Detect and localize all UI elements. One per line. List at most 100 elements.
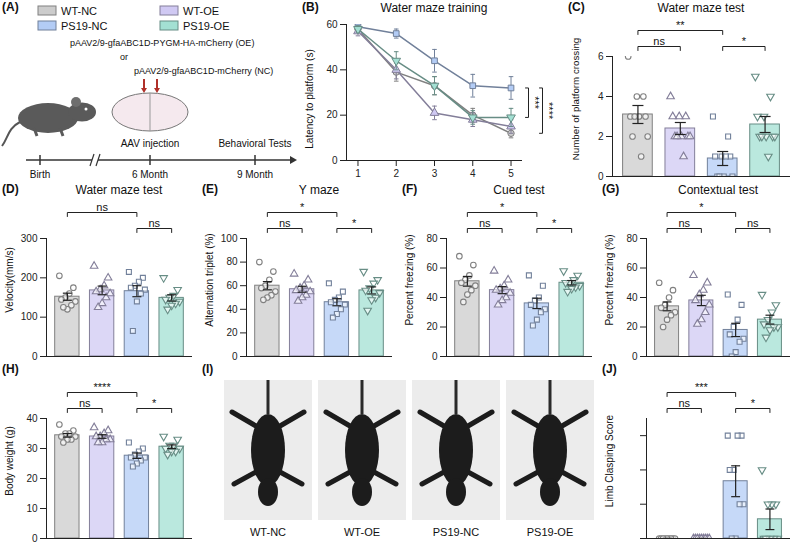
svg-text:ns: ns: [96, 201, 108, 213]
svg-text:6 Month: 6 Month: [132, 169, 168, 180]
html-text:(B): (B): [302, 0, 319, 14]
svg-text:20: 20: [426, 321, 438, 332]
svg-text:0: 0: [32, 351, 38, 362]
svg-text:20: 20: [626, 321, 638, 332]
svg-text:*: *: [751, 397, 756, 409]
svg-text:ns: ns: [678, 397, 690, 409]
html-text:(F): (F): [402, 182, 418, 196]
svg-text:100: 100: [21, 311, 38, 322]
svg-text:ns: ns: [678, 217, 690, 229]
svg-text:60: 60: [426, 262, 438, 273]
svg-text:*: *: [352, 217, 357, 229]
svg-text:40: 40: [326, 64, 338, 75]
svg-text:ns: ns: [79, 397, 91, 409]
svg-text:40: 40: [26, 413, 38, 424]
svg-text:*: *: [500, 201, 505, 213]
svg-text:pAAV2/9-gfaABC1D-mCherry (NC): pAAV2/9-gfaABC1D-mCherry (NC): [134, 66, 273, 76]
svg-text:5: 5: [508, 168, 514, 179]
svg-text:ns: ns: [653, 35, 665, 47]
html-text:(A): (A): [2, 0, 19, 14]
svg-text:0: 0: [432, 351, 438, 362]
svg-text:200: 200: [21, 272, 38, 283]
svg-text:*: *: [300, 201, 305, 213]
svg-text:****: ****: [543, 102, 555, 120]
svg-text:AAV injection: AAV injection: [121, 138, 180, 149]
svg-text:Body weight (g): Body weight (g): [4, 426, 15, 495]
svg-text:Velocity(mm/s): Velocity(mm/s): [4, 247, 15, 313]
svg-text:Behavioral Tests: Behavioral Tests: [218, 138, 291, 149]
svg-text:4: 4: [470, 168, 476, 179]
html-text:Cued test: Cued test: [493, 183, 545, 197]
html-text:(H): (H): [2, 362, 19, 376]
svg-text:Number of platform crossing: Number of platform crossing: [570, 38, 581, 160]
svg-text:ns: ns: [148, 217, 160, 229]
svg-text:****: ****: [94, 381, 112, 393]
html-text:(I): (I): [202, 362, 214, 376]
svg-text:0: 0: [32, 533, 38, 544]
svg-text:40: 40: [426, 292, 438, 303]
svg-text:2: 2: [598, 131, 604, 142]
svg-text:80: 80: [226, 256, 238, 267]
html-text:Water maze test: Water maze test: [75, 183, 163, 197]
svg-text:Latency to platform (s): Latency to platform (s): [304, 49, 315, 148]
svg-text:4: 4: [598, 91, 604, 102]
svg-text:0: 0: [598, 171, 604, 182]
svg-text:PS19-NC: PS19-NC: [433, 526, 480, 538]
svg-text:Percent freezing (%): Percent freezing (%): [604, 234, 615, 325]
svg-text:9 Month: 9 Month: [237, 169, 273, 180]
html-text:(C): (C): [568, 0, 585, 14]
html-text:(E): (E): [202, 182, 218, 196]
html-text:(J): (J): [602, 362, 617, 376]
svg-text:10: 10: [26, 503, 38, 514]
svg-text:60: 60: [226, 280, 238, 291]
svg-text:PS19-NC: PS19-NC: [61, 20, 108, 32]
svg-text:1: 1: [355, 168, 361, 179]
html-text:Water maze training: Water maze training: [380, 1, 488, 15]
svg-text:WT-OE: WT-OE: [344, 526, 380, 538]
svg-text:2: 2: [393, 168, 399, 179]
svg-text:6: 6: [598, 51, 604, 62]
svg-text:PS19-OE: PS19-OE: [527, 526, 573, 538]
svg-text:WT-NC: WT-NC: [250, 526, 286, 538]
svg-text:0: 0: [632, 351, 638, 362]
svg-text:***: ***: [529, 96, 541, 110]
svg-text:100: 100: [221, 233, 238, 244]
svg-text:30: 30: [26, 443, 38, 454]
svg-text:Alternation triplet (%): Alternation triplet (%): [204, 233, 215, 326]
svg-text:0: 0: [332, 155, 338, 166]
svg-text:*: *: [699, 201, 704, 213]
svg-text:40: 40: [626, 292, 638, 303]
svg-text:0: 0: [232, 351, 238, 362]
svg-text:Limb Clasping Score: Limb Clasping Score: [604, 414, 615, 507]
svg-text:*: *: [742, 35, 747, 47]
svg-text:60: 60: [626, 262, 638, 273]
svg-text:ns: ns: [479, 217, 491, 229]
svg-text:WT-NC: WT-NC: [61, 5, 97, 17]
html-text:Contextual test: Contextual test: [678, 183, 758, 197]
svg-text:**: **: [676, 19, 685, 31]
svg-text:20: 20: [226, 327, 238, 338]
svg-text:WT-OE: WT-OE: [183, 5, 219, 17]
svg-text:20: 20: [326, 109, 338, 120]
svg-text:Percent freezing (%): Percent freezing (%): [404, 234, 415, 325]
svg-text:300: 300: [21, 233, 38, 244]
svg-text:pAAV2/9-gfaABC1D-PYGM-HA-mCher: pAAV2/9-gfaABC1D-PYGM-HA-mCherry (OE): [70, 38, 254, 48]
svg-text:80: 80: [426, 233, 438, 244]
html-text:(G): (G): [602, 182, 620, 196]
html-text:(D): (D): [2, 182, 19, 196]
svg-text:40: 40: [226, 304, 238, 315]
svg-text:80: 80: [626, 233, 638, 244]
svg-text:ns: ns: [279, 217, 291, 229]
svg-text:***: ***: [695, 381, 709, 393]
svg-text:Birth: Birth: [30, 169, 51, 180]
svg-text:60: 60: [326, 19, 338, 30]
svg-text:3: 3: [432, 168, 438, 179]
html-text:Water maze test: Water maze test: [657, 1, 745, 15]
svg-text:*: *: [552, 217, 557, 229]
html-text:Y maze: Y maze: [298, 183, 340, 197]
svg-text:PS19-OE: PS19-OE: [183, 20, 229, 32]
svg-text:*: *: [152, 397, 157, 409]
svg-text:ns: ns: [747, 217, 759, 229]
svg-text:or: or: [120, 52, 128, 62]
svg-text:20: 20: [26, 473, 38, 484]
